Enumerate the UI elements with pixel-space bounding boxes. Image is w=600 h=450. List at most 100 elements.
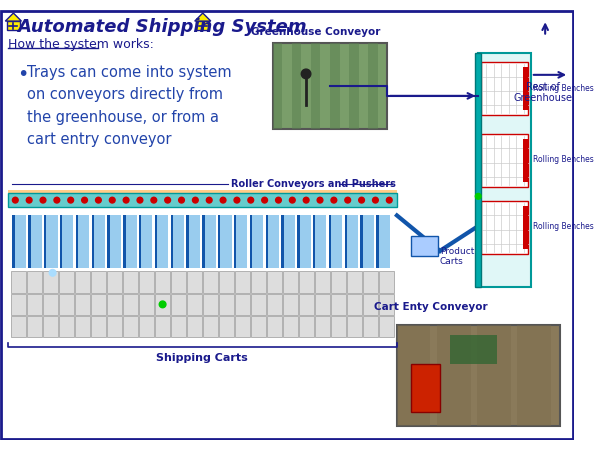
Bar <box>299 271 314 293</box>
Bar <box>344 216 347 268</box>
Bar <box>59 294 74 315</box>
Bar <box>91 271 106 293</box>
Bar <box>171 294 186 315</box>
Bar <box>368 43 378 129</box>
Bar <box>363 216 374 268</box>
Bar <box>139 294 154 315</box>
Bar <box>75 294 90 315</box>
Bar <box>314 271 329 293</box>
Bar <box>523 206 528 249</box>
Bar <box>397 325 430 426</box>
Circle shape <box>82 197 88 203</box>
Circle shape <box>289 197 295 203</box>
Bar <box>27 316 42 338</box>
Bar <box>281 216 284 268</box>
Bar <box>203 294 218 315</box>
Bar <box>27 271 42 293</box>
Bar <box>123 216 125 268</box>
Bar <box>411 364 440 411</box>
Bar <box>219 271 234 293</box>
Bar <box>250 216 252 268</box>
Circle shape <box>54 197 60 203</box>
Bar <box>123 271 138 293</box>
Circle shape <box>386 197 392 203</box>
Bar <box>478 53 531 287</box>
Circle shape <box>248 197 254 203</box>
Bar <box>266 316 282 338</box>
Bar <box>283 316 298 338</box>
Bar <box>171 271 186 293</box>
Bar <box>28 216 31 268</box>
Bar <box>155 294 170 315</box>
Bar <box>449 335 497 364</box>
Bar <box>379 216 390 268</box>
Bar <box>139 271 154 293</box>
Bar <box>7 21 20 31</box>
Bar <box>311 43 320 129</box>
Bar <box>297 216 299 268</box>
Bar <box>173 216 184 268</box>
Bar <box>11 316 26 338</box>
Bar <box>272 43 282 129</box>
Bar <box>92 216 94 268</box>
Bar <box>196 21 209 31</box>
Text: How the system works:: How the system works: <box>8 38 154 51</box>
Bar <box>75 316 90 338</box>
Bar <box>219 294 234 315</box>
Bar <box>379 316 394 338</box>
Text: Shipping Carts: Shipping Carts <box>157 353 248 363</box>
Circle shape <box>40 197 46 203</box>
Bar <box>362 294 377 315</box>
Bar <box>202 216 205 268</box>
Bar <box>314 316 329 338</box>
Polygon shape <box>5 13 22 21</box>
Bar <box>59 316 74 338</box>
Polygon shape <box>195 13 211 21</box>
Text: Product
Carts: Product Carts <box>440 247 475 266</box>
Bar <box>187 294 202 315</box>
Circle shape <box>109 197 115 203</box>
Bar <box>379 294 394 315</box>
Bar <box>170 216 173 268</box>
Bar <box>523 67 528 110</box>
Bar <box>60 216 62 268</box>
Bar <box>379 271 394 293</box>
Bar <box>75 271 90 293</box>
Bar <box>268 216 279 268</box>
Bar <box>299 316 314 338</box>
Circle shape <box>220 197 226 203</box>
Circle shape <box>26 197 32 203</box>
Bar <box>187 216 189 268</box>
Bar <box>15 216 26 268</box>
Circle shape <box>151 197 157 203</box>
Circle shape <box>234 197 240 203</box>
Circle shape <box>301 69 311 79</box>
Bar <box>283 294 298 315</box>
Bar <box>13 216 15 268</box>
Bar <box>27 294 42 315</box>
Bar <box>139 316 154 338</box>
Circle shape <box>159 301 166 308</box>
Circle shape <box>123 197 129 203</box>
Bar <box>347 216 358 268</box>
Bar <box>8 189 397 194</box>
Bar <box>155 271 170 293</box>
Text: Rolling Benches: Rolling Benches <box>533 222 593 231</box>
Text: Rest of
Greenhouse: Rest of Greenhouse <box>514 81 573 103</box>
Bar <box>331 316 346 338</box>
Circle shape <box>193 197 198 203</box>
Text: •: • <box>17 65 29 84</box>
Bar <box>91 294 106 315</box>
Bar <box>31 216 42 268</box>
Bar <box>187 316 202 338</box>
Circle shape <box>475 194 481 199</box>
Circle shape <box>13 197 18 203</box>
Bar <box>361 216 363 268</box>
Circle shape <box>331 197 337 203</box>
Text: Rolling Benches: Rolling Benches <box>533 84 593 93</box>
Bar <box>123 316 138 338</box>
Bar <box>284 216 295 268</box>
Bar <box>299 294 314 315</box>
Bar <box>481 134 528 187</box>
Bar <box>110 216 121 268</box>
